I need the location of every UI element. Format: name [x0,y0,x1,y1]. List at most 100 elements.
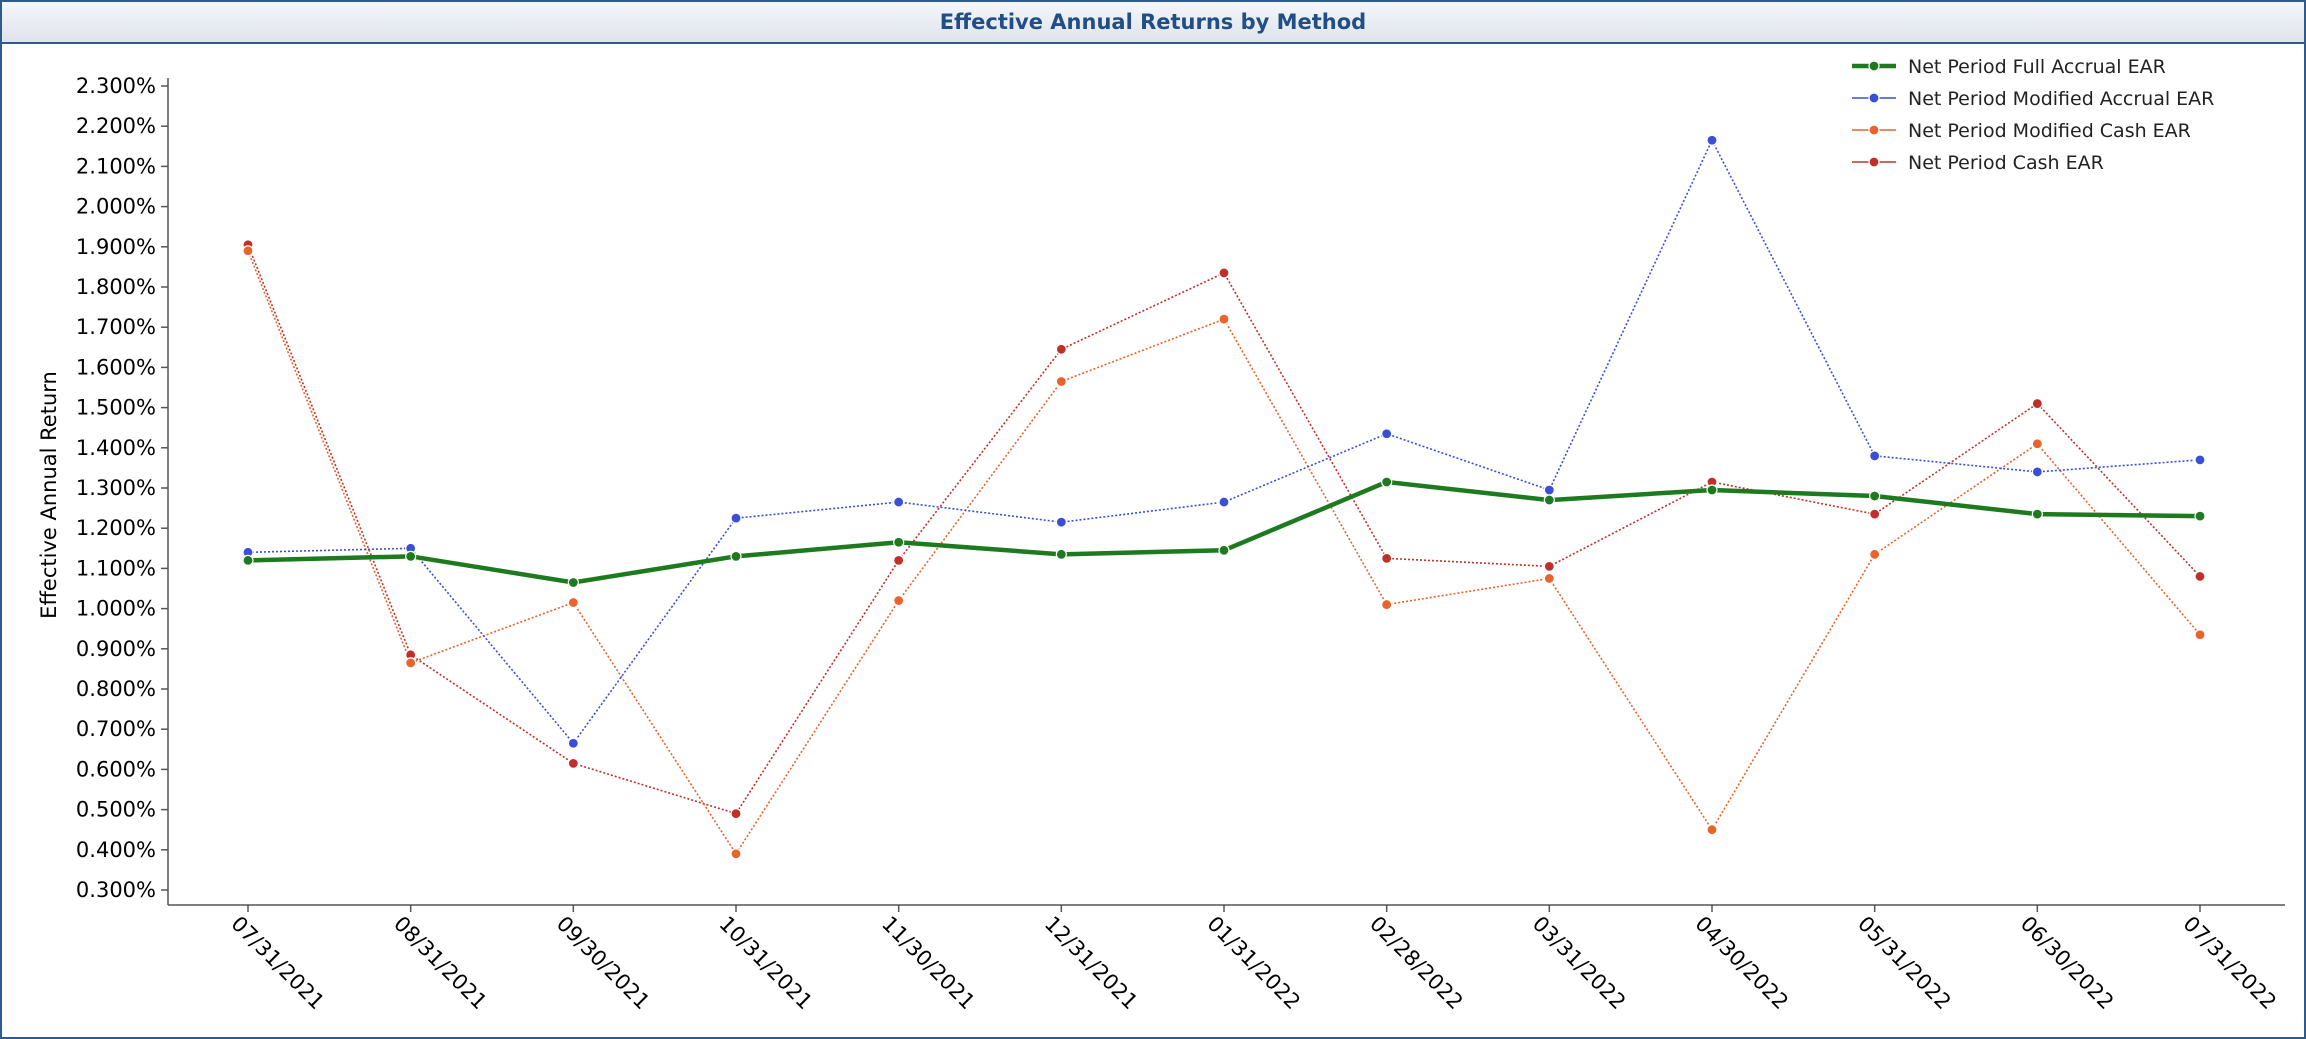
y-tick-label: 1.400% [76,436,156,460]
series-3-point [405,657,417,669]
chart-title: Effective Annual Returns by Method [939,10,1367,34]
series-1-point [242,554,254,566]
series-1-point [730,550,742,562]
x-tick-label: 01/31/2022 [1202,912,1305,1015]
series-1-point [405,550,417,562]
x-tick-label: 03/31/2022 [1528,912,1631,1015]
x-tick-label: 12/31/2021 [1040,912,1143,1015]
y-tick-label: 1.700% [76,315,156,339]
series-4-point [1218,267,1230,279]
legend-swatch-marker [1868,60,1880,72]
series-2-point [2194,454,2206,466]
series-4-point [567,757,579,769]
y-tick-label: 2.200% [76,114,156,138]
legend-swatch-marker [1868,156,1880,168]
series-1-point [1869,490,1881,502]
y-ticks: 2.300% 2.200% 2.100% 2.000% 1.900% 1.800% 1.70… [76,74,168,902]
x-tick-label: 09/30/2021 [552,912,655,1015]
series-4-point [1381,552,1393,564]
legend-swatch-marker [1868,92,1880,104]
series-3-point [1543,572,1555,585]
series-1-point [567,576,579,589]
y-tick-label: 1.600% [76,355,156,379]
y-tick-label: 2.100% [76,154,156,178]
x-tick-label: 07/31/2021 [226,912,329,1015]
series-3-point [1218,313,1230,325]
series-2-point [1543,484,1555,496]
series-3-point [242,245,254,257]
series-3-point [1055,375,1067,388]
series-2-point [1706,134,1718,146]
series-3-point [2031,438,2043,450]
series-2-point [1381,428,1393,440]
series-3-point [893,594,905,607]
x-tick-label: 06/30/2022 [2016,912,2119,1015]
y-tick-label: 0.600% [76,757,156,781]
y-axis-label: Effective Annual Return [37,371,61,619]
series-4-point [730,808,742,820]
series-2-point [567,737,579,749]
series-1-point [1706,484,1718,496]
x-tick-label: 08/31/2021 [389,912,492,1015]
series-line-4 [247,244,2201,815]
x-ticks: 07/31/2021 08/31/2021 09/30/2021 10/31/2021… [226,905,2281,1014]
series-2-point [1055,516,1067,528]
y-tick-label: 1.200% [76,516,156,540]
series-2-point [1218,496,1230,508]
x-tick-label: 04/30/2022 [1690,912,1793,1015]
series-1-point [2194,510,2206,522]
series-1-point [893,536,905,548]
series-1-point [1055,548,1067,560]
y-tick-label: 0.400% [76,838,156,862]
y-tick-label: 2.300% [76,74,156,98]
series-1-point [1381,476,1393,488]
legend-entry-label: Net Period Modified Accrual EAR [1908,88,2214,110]
legend-entry-label: Net Period Modified Cash EAR [1908,120,2191,142]
y-tick-label: 1.800% [76,275,156,299]
series-line-2 [247,138,2201,745]
series-2-point [893,496,905,508]
series-4-point [1055,343,1067,355]
series-2-point [2031,466,2043,478]
series-1-point [1543,494,1555,506]
series-4-point [1543,560,1555,572]
y-tick-label: 0.800% [76,677,156,701]
legend-entry-label: Net Period Cash EAR [1908,152,2104,174]
y-tick-label: 0.300% [76,878,156,902]
legend: Net Period Full Accrual EAR Net Period Mo… [1852,56,2214,174]
legend-entry-label: Net Period Full Accrual EAR [1908,56,2166,78]
y-tick-label: 1.900% [76,235,156,259]
title-bar: Effective Annual Returns by Method [2,2,2304,44]
series-points [242,134,2206,860]
y-tick-label: 1.100% [76,556,156,580]
series-2-point [730,512,742,524]
y-tick-label: 0.700% [76,717,156,741]
axes [167,78,2285,906]
y-tick-label: 1.300% [76,476,156,500]
series-4-point [893,554,905,566]
series-3-point [730,848,742,860]
legend-swatch-marker [1868,124,1880,136]
series-3-point [567,596,579,609]
series-1-point [2031,508,2043,520]
x-tick-label: 02/28/2022 [1365,912,1468,1015]
series-1-point [1218,544,1230,556]
series-4-point [2194,570,2206,583]
y-tick-label: 1.000% [76,597,156,621]
series-2-point [1869,450,1881,462]
series-4-point [1869,508,1881,520]
y-tick-label: 1.500% [76,396,156,420]
series-3-point [1381,598,1393,611]
series-3-point [1706,824,1718,836]
y-tick-label: 0.900% [76,637,156,661]
x-tick-label: 10/31/2021 [714,912,817,1015]
series-3-point [1869,548,1881,560]
y-tick-label: 0.500% [76,798,156,822]
series-4-point [2031,397,2043,410]
x-tick-label: 07/31/2022 [2178,912,2281,1015]
y-tick-label: 2.000% [76,195,156,219]
x-tick-label: 11/30/2021 [877,912,980,1015]
x-tick-label: 05/31/2022 [1853,912,1956,1015]
